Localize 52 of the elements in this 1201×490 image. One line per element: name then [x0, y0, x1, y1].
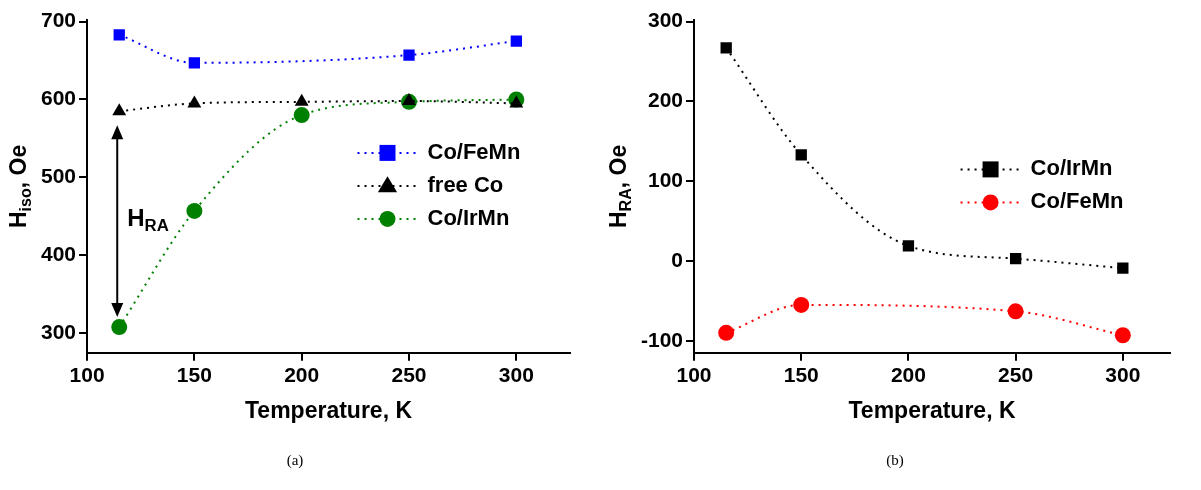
y-tick-label: 500	[40, 164, 77, 188]
point	[1114, 327, 1131, 344]
x-tick-label: 100	[676, 363, 712, 387]
y-tick-label: 100	[647, 168, 684, 192]
legend-label: Co/FeMn	[427, 138, 521, 164]
legend-label: Co/FeMn	[1030, 188, 1124, 214]
point	[113, 29, 125, 41]
point	[186, 202, 203, 219]
y-tick-label: 700	[40, 8, 77, 32]
point	[720, 42, 732, 54]
legend-label: Co/IrMn	[1030, 155, 1113, 181]
text: (a)	[285, 452, 305, 469]
point	[902, 240, 915, 252]
legend-label: free Co	[427, 171, 504, 197]
x-axis-title: Temperature, K	[848, 397, 1016, 424]
point	[402, 93, 416, 106]
y-tick-label: 0	[671, 247, 684, 271]
point	[112, 103, 127, 116]
y-tick-label: 400	[40, 242, 77, 266]
y-tick-label: 300	[40, 320, 77, 344]
y-axis-title: Hiso, Oe	[5, 144, 35, 229]
x-tick-label: 200	[890, 363, 926, 387]
x-tick-label: 250	[391, 363, 427, 387]
x-tick-label: 200	[284, 363, 320, 387]
x-tick-label: 300	[498, 363, 534, 387]
point	[795, 149, 807, 161]
point	[718, 324, 735, 341]
point	[1009, 252, 1022, 265]
point	[510, 35, 522, 47]
point	[293, 107, 310, 124]
point	[188, 57, 201, 69]
legend-label: Co/IrMn	[427, 204, 510, 230]
point	[793, 296, 810, 313]
point	[294, 93, 309, 106]
y-tick-label: 200	[647, 88, 684, 112]
x-tick-label: 100	[69, 363, 105, 387]
y-tick-label: 300	[647, 8, 684, 32]
x-tick-label: 150	[783, 363, 819, 387]
y-axis-title: HRA, Oe	[605, 144, 635, 229]
point	[111, 319, 128, 336]
text: (b)	[885, 452, 905, 469]
point	[509, 95, 524, 108]
x-axis-title: Temperature, K	[245, 397, 413, 424]
point	[1117, 262, 1129, 274]
point	[403, 49, 415, 61]
y-tick-label: 600	[40, 86, 77, 110]
x-tick-label: 250	[998, 363, 1034, 387]
y-tick-label: -100	[641, 327, 684, 351]
x-tick-label: 150	[176, 363, 212, 387]
point	[187, 95, 202, 108]
x-tick-label: 300	[1105, 363, 1141, 387]
point	[1007, 303, 1024, 320]
